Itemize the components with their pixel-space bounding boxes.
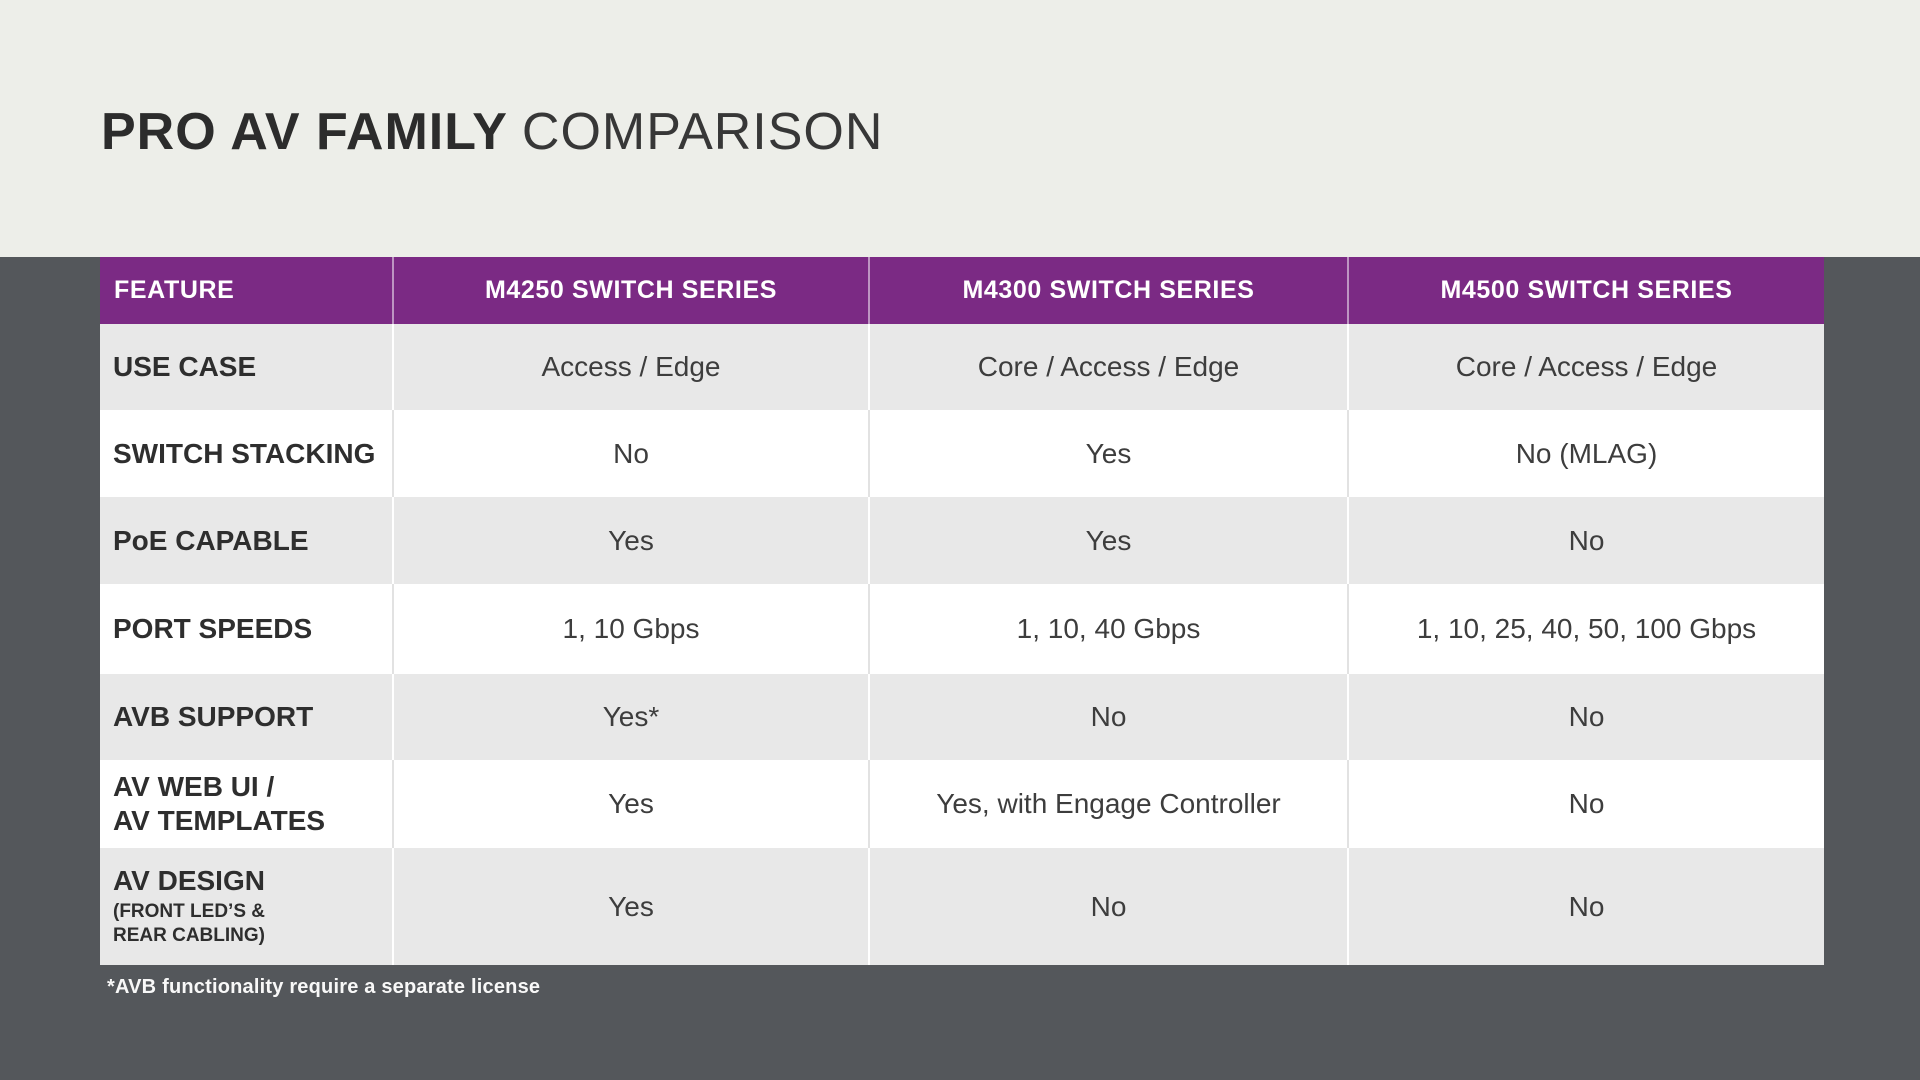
table-cell: Yes bbox=[392, 760, 868, 848]
row-label: AV WEB UI / AV TEMPLATES bbox=[113, 771, 326, 836]
table-row-avb-support: AVB SUPPORT Yes* No No bbox=[100, 674, 1824, 760]
table-header-row: FEATURE M4250 SWITCH SERIES M4300 SWITCH… bbox=[100, 257, 1824, 324]
row-label-cell: USE CASE bbox=[100, 324, 392, 410]
table-cell: No bbox=[868, 848, 1347, 965]
table-row-use-case: USE CASE Access / Edge Core / Access / E… bbox=[100, 324, 1824, 410]
table-cell: No bbox=[1347, 674, 1824, 760]
table-row-port-speeds: PORT SPEEDS 1, 10 Gbps 1, 10, 40 Gbps 1,… bbox=[100, 584, 1824, 674]
table-cell: Yes bbox=[868, 497, 1347, 584]
header-cell-feature: FEATURE bbox=[114, 276, 235, 304]
row-label-cell: AV DESIGN (FRONT LED’S & REAR CABLING) bbox=[100, 848, 392, 965]
header-cell-m4500: M4500 SWITCH SERIES bbox=[1347, 257, 1824, 324]
table-cell: Yes bbox=[392, 497, 868, 584]
table-row-av-web-ui: AV WEB UI / AV TEMPLATES Yes Yes, with E… bbox=[100, 760, 1824, 848]
table-cell: No bbox=[392, 410, 868, 497]
top-band bbox=[0, 0, 1920, 257]
table-cell: No (MLAG) bbox=[1347, 410, 1824, 497]
row-label-cell: SWITCH STACKING bbox=[100, 410, 392, 497]
table-cell: No bbox=[1347, 760, 1824, 848]
row-label-cell: PORT SPEEDS bbox=[100, 584, 392, 674]
table-cell: No bbox=[1347, 497, 1824, 584]
footnote: *AVB functionality require a separate li… bbox=[107, 976, 541, 998]
row-label: USE CASE bbox=[113, 351, 257, 383]
table-cell: 1, 10 Gbps bbox=[392, 584, 868, 674]
table-cell: Yes bbox=[392, 848, 868, 965]
page-title: PRO AV FAMILY COMPARISON bbox=[101, 106, 883, 158]
row-label-cell: AV WEB UI / AV TEMPLATES bbox=[100, 760, 392, 848]
row-label: PoE CAPABLE bbox=[113, 524, 309, 556]
row-label: SWITCH STACKING bbox=[113, 437, 376, 469]
table-cell: No bbox=[868, 674, 1347, 760]
table-row-poe-capable: PoE CAPABLE Yes Yes No bbox=[100, 497, 1824, 584]
page-title-bold: PRO AV FAMILY bbox=[101, 103, 508, 161]
row-label: PORT SPEEDS bbox=[113, 613, 313, 645]
table-cell: Core / Access / Edge bbox=[1347, 324, 1824, 410]
table-row-switch-stacking: SWITCH STACKING No Yes No (MLAG) bbox=[100, 410, 1824, 497]
table-cell: 1, 10, 40 Gbps bbox=[868, 584, 1347, 674]
table-cell: No bbox=[1347, 848, 1824, 965]
row-label: AVB SUPPORT bbox=[113, 701, 314, 733]
header-cell-m4300: M4300 SWITCH SERIES bbox=[868, 257, 1347, 324]
header-cell-m4250: M4250 SWITCH SERIES bbox=[392, 257, 868, 324]
table-cell: 1, 10, 25, 40, 50, 100 Gbps bbox=[1347, 584, 1824, 674]
page-title-light: COMPARISON bbox=[521, 103, 884, 161]
table-cell: Access / Edge bbox=[392, 324, 868, 410]
row-label: AV DESIGN bbox=[113, 865, 265, 897]
table-cell: Yes bbox=[868, 410, 1347, 497]
table-cell: Yes* bbox=[392, 674, 868, 760]
row-sublabel: (FRONT LED’S & REAR CABLING) bbox=[113, 900, 265, 947]
row-label-cell: PoE CAPABLE bbox=[100, 497, 392, 584]
table-row-av-design: AV DESIGN (FRONT LED’S & REAR CABLING) Y… bbox=[100, 848, 1824, 965]
table-cell: Core / Access / Edge bbox=[868, 324, 1347, 410]
comparison-table: FEATURE M4250 SWITCH SERIES M4300 SWITCH… bbox=[100, 257, 1824, 965]
row-label-cell: AVB SUPPORT bbox=[100, 674, 392, 760]
table-cell: Yes, with Engage Controller bbox=[868, 760, 1347, 848]
